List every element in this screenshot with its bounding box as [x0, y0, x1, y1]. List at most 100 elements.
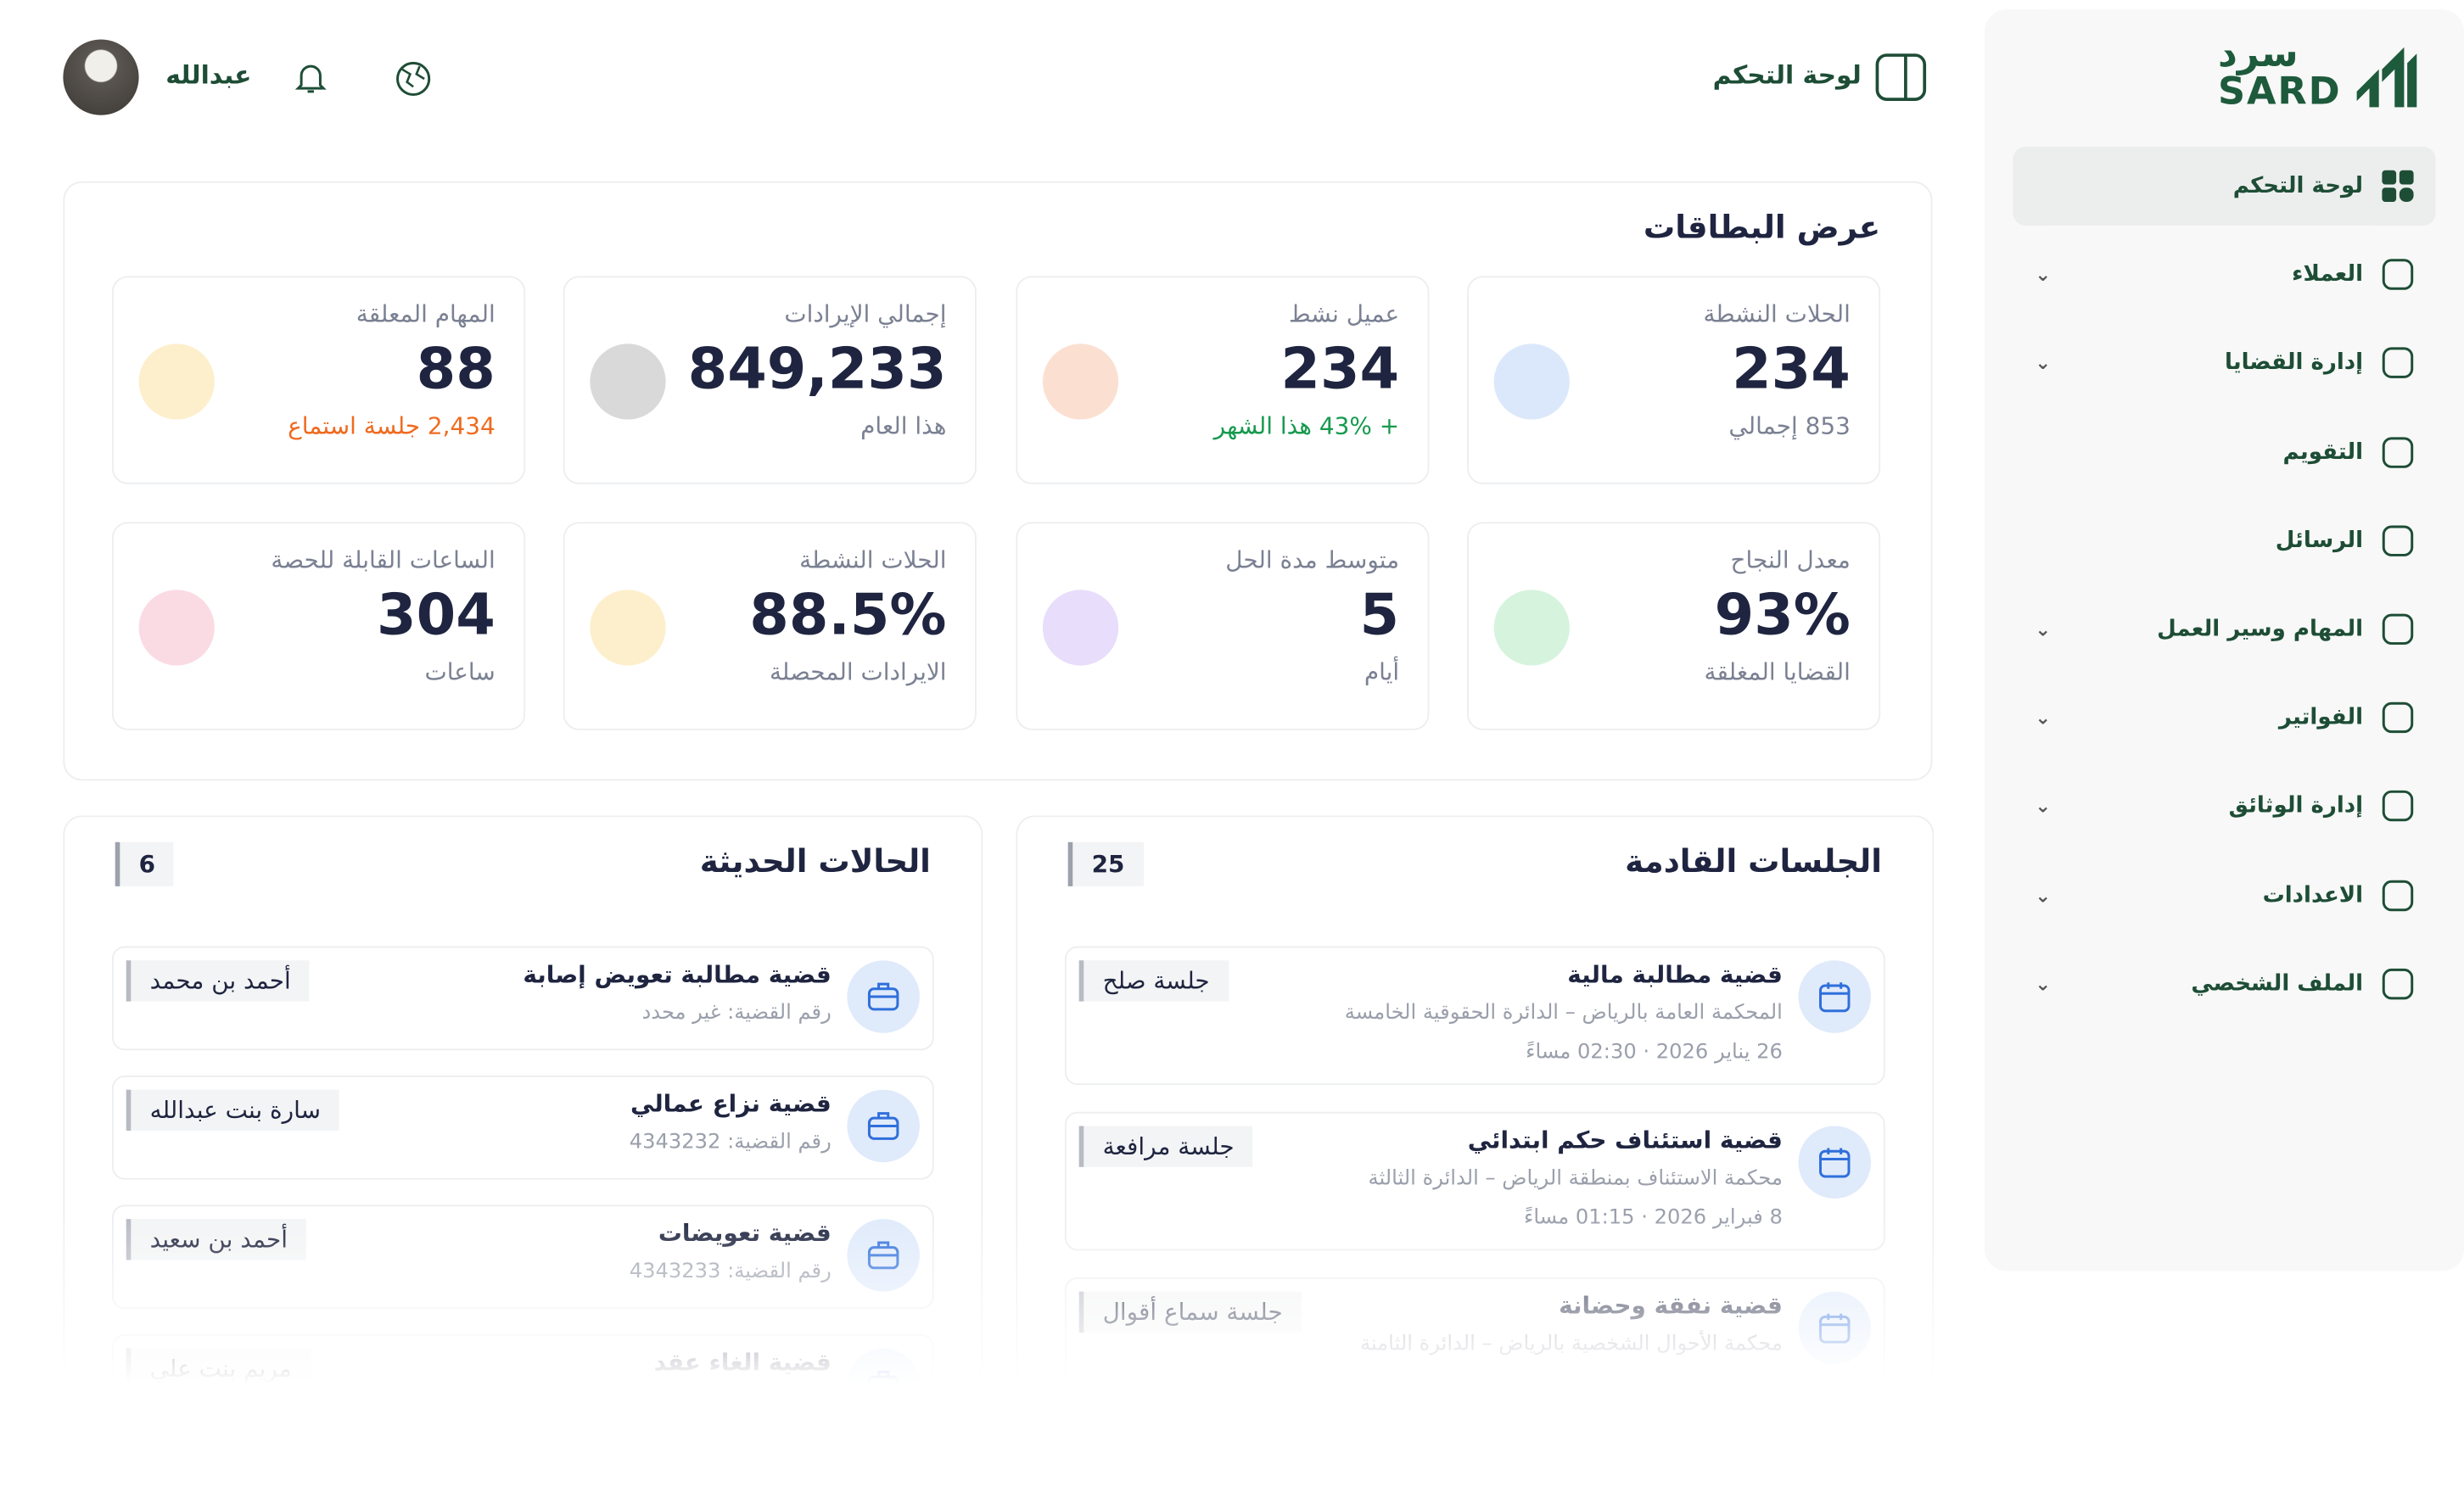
nav-item[interactable]: الاعدادات ⌄	[2013, 856, 2435, 935]
stat-card: الساعات القابلة للحصة 304 ساعات	[112, 522, 526, 730]
session-icon	[1798, 1126, 1872, 1199]
nav-item[interactable]: إدارة القضايا ⌄	[2013, 324, 2435, 403]
chevron: ⌄	[2035, 707, 2052, 729]
case-item[interactable]: قضية نزاع عمالي رقم القضية: 4343232 سارة ب…	[112, 1075, 934, 1180]
stat-sub: القضايا المغلقة	[1704, 657, 1851, 686]
sidebar-toggle[interactable]	[1874, 52, 1928, 109]
stat-value: 234	[1732, 337, 1851, 403]
section-title: عرض البطاقات	[1643, 208, 1881, 247]
section-title: الحالات الحديثة	[699, 841, 931, 880]
case-title: قضية نزاع عمالي	[630, 1089, 832, 1119]
nav-item[interactable]: الرسائل	[2013, 501, 2435, 580]
nav-item[interactable]: التقويم	[2013, 412, 2435, 491]
bell-icon[interactable]	[294, 60, 328, 95]
globe-icon[interactable]	[395, 60, 433, 98]
nav-item[interactable]: العملاء ⌄	[2013, 235, 2435, 314]
case-number: رقم القضية: غير محدد	[641, 1001, 832, 1026]
stat-sub: أيام	[1364, 657, 1400, 686]
case-title: قضية تعويضات	[658, 1219, 832, 1248]
nav-item[interactable]: الملف الشخصي ⌄	[2013, 944, 2435, 1023]
stat-card: إجمالي الإيرادات 849,233 هذا العام	[563, 276, 977, 484]
section-title: الجلسات القادمة	[1625, 841, 1883, 880]
nav-label: إدارة القضايا	[2225, 350, 2364, 377]
stat-icon	[138, 590, 215, 666]
case-icon	[847, 1089, 920, 1163]
nav-icon	[2382, 525, 2414, 556]
stat-sub: الايرادات المحصلة	[769, 657, 947, 686]
sessions-panel: الجلسات القادمة 25 قضية مطالبة مالية المح…	[1016, 815, 1935, 1417]
nav-icon	[2382, 880, 2414, 911]
stat-sub: ساعات	[424, 657, 496, 686]
chevron: ⌄	[2035, 352, 2052, 375]
avatar[interactable]	[63, 39, 139, 115]
case-item[interactable]: قضية الغاء عقد مريم بنت علي	[112, 1333, 934, 1439]
case-client: أحمد بن محمد	[126, 960, 311, 1002]
session-title: قضية استئناف حكم ابتدائي	[1467, 1126, 1783, 1154]
stat-icon	[1493, 590, 1570, 666]
session-court: محكمة الاستئناف بمنطقة الرياض – الدائرة …	[1368, 1166, 1783, 1191]
case-number: رقم القضية: 4343232	[629, 1131, 832, 1154]
session-title: قضية مطالبة مالية	[1567, 960, 1783, 989]
stat-value: 849,233	[687, 337, 947, 403]
case-item[interactable]: قضية تعويضات رقم القضية: 4343233 أحمد بن س…	[112, 1204, 934, 1310]
nav-label: إدارة الوثائق	[2228, 793, 2364, 819]
stat-value: 5	[1359, 583, 1400, 649]
stat-icon	[1493, 344, 1570, 420]
case-icon	[847, 960, 920, 1033]
nav-item[interactable]: إدارة الوثائق ⌄	[2013, 767, 2435, 846]
session-icon	[1798, 1291, 1872, 1365]
stat-label: عميل نشط	[1288, 299, 1400, 328]
stat-card: متوسط مدة الحل 5 أيام	[1016, 522, 1430, 730]
session-court: محكمة الأحوال الشخصية بالرياض – الدائرة …	[1359, 1333, 1783, 1356]
nav-icon	[2382, 348, 2414, 379]
stat-card: المهام المعلقة 88 2,434 جلسة استماع	[112, 276, 526, 484]
stat-value: 88.5%	[749, 583, 947, 649]
logo-latin: SARD	[2218, 69, 2342, 114]
nav-label: المهام وسير العمل	[2157, 616, 2364, 642]
stat-icon	[590, 344, 666, 420]
case-title: قضية الغاء عقد	[653, 1348, 832, 1378]
cards-panel: عرض البطاقات	[63, 181, 1933, 781]
nav-icon	[2382, 170, 2414, 202]
nav-icon	[2382, 613, 2414, 646]
nav-label: الملف الشخصي	[2191, 970, 2364, 997]
session-date: 26 يناير 2026 · 02:30 مساءً	[1526, 1041, 1783, 1065]
nav-label: الاعدادات	[2262, 882, 2364, 908]
stat-icon	[1042, 344, 1119, 420]
count-badge: 6	[115, 841, 175, 886]
case-client: مريم بنت علي	[126, 1348, 311, 1389]
stat-label: متوسط مدة الحل	[1225, 545, 1400, 574]
stat-label: المهام المعلقة	[356, 299, 496, 328]
stat-card: معدل النجاح 93% القضايا المغلقة	[1467, 522, 1881, 730]
stat-card: الحلات النشطة 88.5% الايرادات المحصلة	[563, 522, 977, 730]
stat-label: الحلات النشطة	[1703, 299, 1851, 328]
logo-mark	[2356, 47, 2417, 108]
nav-label: الفواتير	[2278, 705, 2364, 731]
sidebar: سرد SARD لوحة التحكم العملاء ⌄ إدارة القضاي…	[1984, 9, 2464, 1271]
stat-card: الحلات النشطة 234 853 إجمالي	[1467, 276, 1881, 484]
count-badge: 25	[1067, 841, 1144, 886]
cases-panel: الحالات الحديثة 6 قضية مطالبة تعويض إصاب…	[63, 815, 983, 1439]
nav-icon	[2382, 259, 2414, 291]
case-client: سارة بنت عبدالله	[126, 1089, 340, 1132]
nav-label: العملاء	[2292, 261, 2364, 288]
nav-item[interactable]: لوحة التحكم	[2013, 146, 2436, 226]
nav-label: التقويم	[2282, 439, 2364, 465]
chevron: ⌄	[2035, 263, 2052, 286]
session-item[interactable]: قضية استئناف حكم ابتدائي محكمة الاستئناف …	[1064, 1111, 1885, 1251]
case-title: قضية مطالبة تعويض إصابة	[523, 960, 832, 989]
stat-icon	[590, 590, 666, 666]
nav-item[interactable]: الفواتير ⌄	[2013, 679, 2435, 757]
stat-sub: هذا العام	[860, 411, 947, 440]
nav-icon	[2382, 702, 2414, 734]
session-item[interactable]: قضية مطالبة مالية المحكمة العامة بالرياض …	[1064, 946, 1885, 1086]
nav-item[interactable]: المهام وسير العمل ⌄	[2013, 590, 2435, 668]
stat-card: عميل نشط 234 + 43% هذا الشهر	[1016, 276, 1430, 484]
stat-value: 93%	[1714, 583, 1851, 649]
session-item[interactable]: قضية نفقة وحضانة محكمة الأحوال الشخصية با…	[1064, 1277, 1885, 1417]
stat-icon	[138, 344, 215, 420]
case-item[interactable]: قضية مطالبة تعويض إصابة رقم القضية: غير م…	[112, 946, 934, 1051]
nav-label: لوحة التحكم	[2232, 173, 2364, 199]
session-tag: جلسة صلح	[1078, 960, 1229, 1002]
